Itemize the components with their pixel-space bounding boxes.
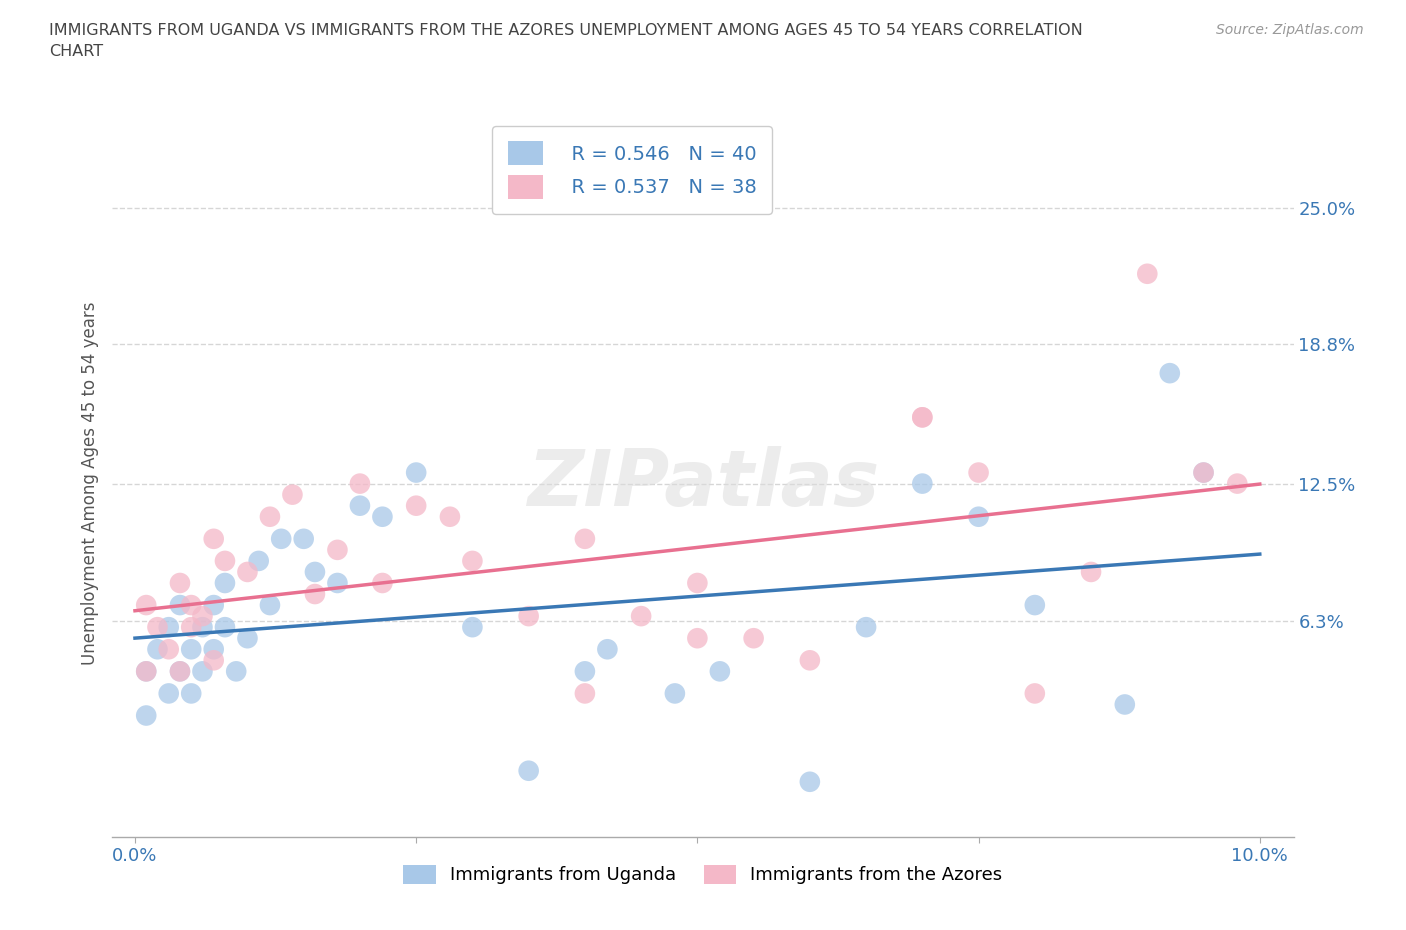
Point xyxy=(180,642,202,657)
Point xyxy=(574,686,596,701)
Point xyxy=(180,619,202,634)
Point xyxy=(225,664,247,679)
Point xyxy=(371,576,394,591)
Point xyxy=(405,465,427,480)
Point xyxy=(236,565,259,579)
Point xyxy=(214,553,236,568)
Point xyxy=(270,531,292,546)
Point xyxy=(517,764,540,778)
Point xyxy=(799,653,821,668)
Point xyxy=(630,609,652,624)
Point xyxy=(146,642,169,657)
Point xyxy=(1226,476,1249,491)
Y-axis label: Unemployment Among Ages 45 to 54 years: Unemployment Among Ages 45 to 54 years xyxy=(80,302,98,665)
Point xyxy=(574,664,596,679)
Point xyxy=(169,576,191,591)
Point xyxy=(799,775,821,790)
Point xyxy=(911,410,934,425)
Point xyxy=(259,510,281,525)
Point xyxy=(281,487,304,502)
Point xyxy=(180,598,202,613)
Point xyxy=(157,642,180,657)
Point xyxy=(157,619,180,634)
Point xyxy=(742,631,765,645)
Point xyxy=(596,642,619,657)
Point xyxy=(202,598,225,613)
Point xyxy=(135,708,157,723)
Point xyxy=(911,476,934,491)
Point xyxy=(135,664,157,679)
Point xyxy=(169,664,191,679)
Point xyxy=(439,510,461,525)
Point xyxy=(146,619,169,634)
Point xyxy=(574,531,596,546)
Point xyxy=(135,664,157,679)
Point xyxy=(1080,565,1102,579)
Point xyxy=(169,598,191,613)
Point xyxy=(967,510,990,525)
Point xyxy=(169,664,191,679)
Point xyxy=(191,619,214,634)
Point xyxy=(349,476,371,491)
Point xyxy=(1192,465,1215,480)
Point xyxy=(371,510,394,525)
Point xyxy=(911,410,934,425)
Point xyxy=(326,542,349,557)
Point xyxy=(1024,598,1046,613)
Point xyxy=(214,619,236,634)
Text: ZIPatlas: ZIPatlas xyxy=(527,445,879,522)
Point xyxy=(1192,465,1215,480)
Point xyxy=(349,498,371,513)
Point xyxy=(1114,698,1136,712)
Point xyxy=(686,631,709,645)
Point xyxy=(517,609,540,624)
Point xyxy=(191,609,214,624)
Text: Source: ZipAtlas.com: Source: ZipAtlas.com xyxy=(1216,23,1364,37)
Point xyxy=(326,576,349,591)
Point xyxy=(135,598,157,613)
Point xyxy=(202,653,225,668)
Point xyxy=(664,686,686,701)
Point xyxy=(304,587,326,602)
Point xyxy=(709,664,731,679)
Point xyxy=(247,553,270,568)
Point xyxy=(304,565,326,579)
Point xyxy=(259,598,281,613)
Point xyxy=(180,686,202,701)
Point xyxy=(236,631,259,645)
Point xyxy=(405,498,427,513)
Point xyxy=(686,576,709,591)
Point xyxy=(202,531,225,546)
Point xyxy=(461,619,484,634)
Point xyxy=(1159,365,1181,380)
Point xyxy=(855,619,877,634)
Point xyxy=(191,664,214,679)
Point xyxy=(292,531,315,546)
Point xyxy=(1136,266,1159,281)
Point xyxy=(1024,686,1046,701)
Text: IMMIGRANTS FROM UGANDA VS IMMIGRANTS FROM THE AZORES UNEMPLOYMENT AMONG AGES 45 : IMMIGRANTS FROM UGANDA VS IMMIGRANTS FRO… xyxy=(49,23,1083,60)
Point xyxy=(214,576,236,591)
Point xyxy=(967,465,990,480)
Point xyxy=(202,642,225,657)
Legend: Immigrants from Uganda, Immigrants from the Azores: Immigrants from Uganda, Immigrants from … xyxy=(396,857,1010,892)
Point xyxy=(461,553,484,568)
Point xyxy=(157,686,180,701)
